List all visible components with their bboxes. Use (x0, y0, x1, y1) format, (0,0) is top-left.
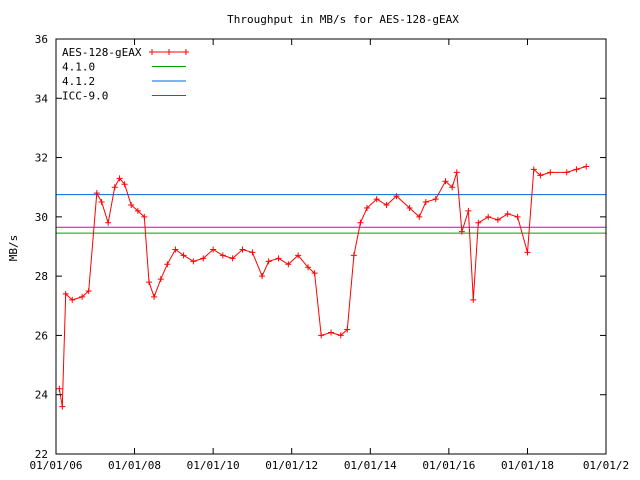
x-tick-label: 01/01/18 (501, 459, 554, 472)
legend-label: 4.1.0 (62, 61, 95, 74)
data-point (524, 249, 531, 256)
data-point (514, 213, 521, 220)
data-point (563, 169, 570, 176)
legend-label: 4.1.2 (62, 75, 95, 88)
data-point (449, 184, 456, 191)
data-point (157, 276, 164, 283)
data-point (121, 181, 128, 188)
data-point (229, 255, 236, 262)
x-tick-label: 01/01/14 (344, 459, 397, 472)
data-point (190, 258, 197, 265)
data-point (363, 204, 370, 211)
data-point (79, 293, 86, 300)
data-point (85, 287, 92, 294)
y-tick-label: 24 (35, 389, 49, 402)
axes-layer: 22 24 26 28 30 32 34 36 01/01/06 01/01/08 01/01/10… (30, 33, 630, 472)
chart-title: Throughput in MB/s for AES-128-gEAX (227, 13, 459, 26)
y-tick-label: 26 (35, 329, 48, 342)
y-tick-label: 28 (35, 270, 48, 283)
data-point (406, 204, 413, 211)
data-point (422, 199, 429, 206)
data-point (453, 169, 460, 176)
x-tick-label: 01/01/16 (422, 459, 475, 472)
data-point (470, 296, 477, 303)
x-tick-label: 01/01/12 (265, 459, 318, 472)
plot-layer (56, 163, 606, 410)
data-point (373, 196, 380, 203)
data-point (164, 261, 171, 268)
plot-frame (55, 38, 607, 455)
data-point (146, 279, 153, 286)
data-point (547, 169, 554, 176)
data-point (219, 252, 226, 259)
y-tick-label: 30 (35, 211, 48, 224)
legend-label: AES-128-gEAX (62, 46, 142, 59)
y-axis-label: MB/s (7, 235, 20, 262)
data-point (141, 213, 148, 220)
y-tick-label: 22 (35, 448, 48, 461)
data-point (393, 193, 400, 200)
data-point (210, 246, 217, 253)
data-point (239, 246, 246, 253)
data-point (172, 246, 179, 253)
x-tick-label: 01/01/10 (187, 459, 240, 472)
x-tick-label: 01/01/2 (583, 459, 629, 472)
data-point (458, 228, 465, 235)
data-point (69, 296, 76, 303)
data-point (350, 252, 357, 259)
data-point (265, 258, 272, 265)
data-point (56, 385, 63, 392)
data-point (200, 255, 207, 262)
data-point (111, 184, 118, 191)
data-point (180, 252, 187, 259)
data-point (344, 326, 351, 333)
data-point (357, 219, 364, 226)
legend-marker (166, 49, 172, 55)
data-point (573, 166, 580, 173)
data-point (98, 199, 105, 206)
legend-label: ICC-9.0 (62, 90, 108, 103)
data-point (259, 273, 266, 280)
data-point (285, 261, 292, 268)
data-point (383, 202, 390, 208)
data-point (442, 178, 449, 185)
data-point (305, 264, 312, 271)
data-point (475, 219, 482, 226)
series-line-main (58, 166, 587, 407)
data-point (432, 196, 439, 203)
legend: AES-128-gEAX 4.1.04.1.2 ICC-9.0 (62, 46, 189, 103)
y-tick-label: 34 (35, 92, 49, 105)
data-point (311, 270, 318, 277)
data-point (295, 252, 302, 259)
data-point (328, 329, 335, 336)
data-point (59, 403, 66, 410)
y-tick-label: 36 (35, 33, 48, 46)
data-point (134, 207, 141, 214)
data-point (128, 202, 135, 208)
data-point (337, 332, 344, 339)
y-tick-label: 32 (35, 152, 48, 165)
data-point (275, 255, 282, 262)
data-point (249, 249, 256, 256)
x-tick-label: 01/01/08 (108, 459, 161, 472)
x-tick-label: 01/01/06 (30, 459, 83, 472)
data-point (537, 172, 544, 179)
data-point (504, 210, 511, 217)
data-point (416, 213, 423, 220)
legend-marker (183, 49, 189, 55)
legend-marker (149, 49, 155, 55)
data-point (583, 163, 590, 170)
data-point (151, 293, 158, 300)
data-point (494, 216, 501, 223)
data-point (62, 290, 69, 297)
data-point (318, 332, 325, 339)
data-point (485, 213, 492, 220)
data-point (93, 190, 100, 197)
data-point (465, 207, 472, 214)
data-point (530, 166, 537, 173)
data-point (116, 175, 123, 182)
data-point (105, 219, 112, 226)
